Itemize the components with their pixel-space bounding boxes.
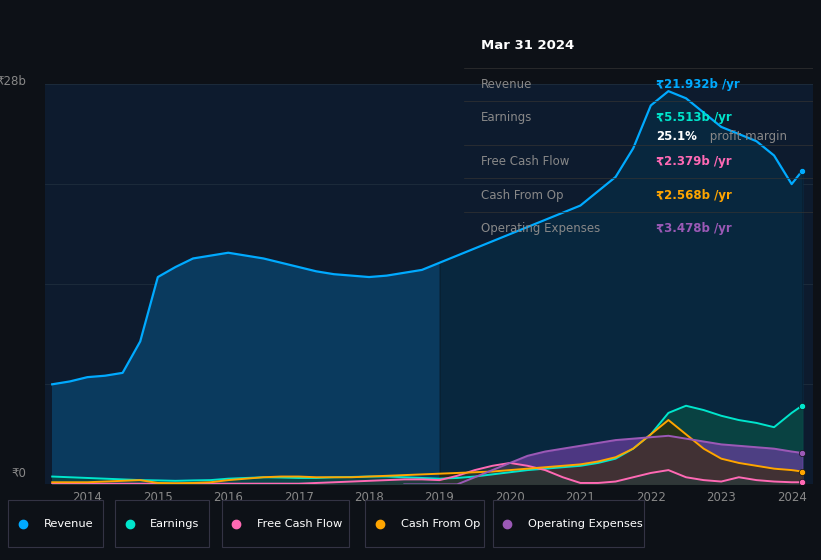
Text: Revenue: Revenue bbox=[44, 519, 93, 529]
Text: Cash From Op: Cash From Op bbox=[401, 519, 480, 529]
Text: Revenue: Revenue bbox=[481, 78, 533, 91]
Text: ₹0: ₹0 bbox=[11, 466, 26, 480]
Text: Mar 31 2024: Mar 31 2024 bbox=[481, 39, 575, 52]
Text: ₹2.568b /yr: ₹2.568b /yr bbox=[656, 189, 732, 202]
Text: Operating Expenses: Operating Expenses bbox=[528, 519, 643, 529]
Text: Cash From Op: Cash From Op bbox=[481, 189, 564, 202]
Text: Earnings: Earnings bbox=[481, 111, 533, 124]
Text: ₹5.513b /yr: ₹5.513b /yr bbox=[656, 111, 732, 124]
Text: Operating Expenses: Operating Expenses bbox=[481, 222, 600, 235]
Text: 25.1%: 25.1% bbox=[656, 130, 697, 143]
Text: Earnings: Earnings bbox=[150, 519, 200, 529]
Text: Free Cash Flow: Free Cash Flow bbox=[481, 155, 570, 169]
Text: ₹28b: ₹28b bbox=[0, 74, 26, 88]
Text: ₹3.478b /yr: ₹3.478b /yr bbox=[656, 222, 732, 235]
Text: ₹2.379b /yr: ₹2.379b /yr bbox=[656, 155, 732, 169]
Text: ₹21.932b /yr: ₹21.932b /yr bbox=[656, 78, 740, 91]
Text: Free Cash Flow: Free Cash Flow bbox=[257, 519, 342, 529]
Text: profit margin: profit margin bbox=[706, 130, 787, 143]
